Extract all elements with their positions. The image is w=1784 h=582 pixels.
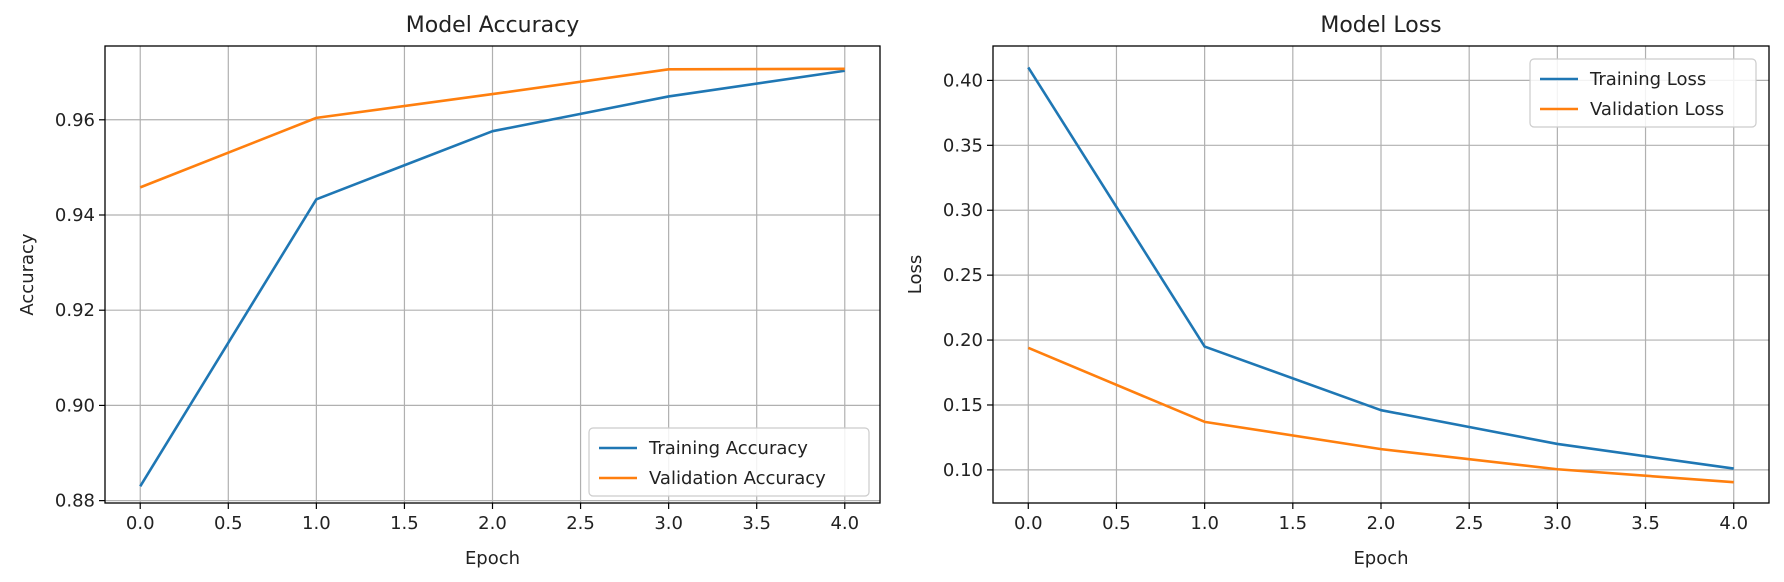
x-tick-label: 4.0 bbox=[830, 513, 859, 534]
legend-box bbox=[588, 427, 870, 497]
y-tick-label: 0.92 bbox=[55, 300, 95, 321]
y-tick-label: 0.96 bbox=[55, 110, 95, 131]
x-tick-label: 2.0 bbox=[478, 513, 507, 534]
x-tick-label: 3.0 bbox=[1543, 513, 1572, 534]
legend: Training Accuracy Validation Accuracy bbox=[588, 427, 870, 497]
x-tick-label: 3.0 bbox=[654, 513, 683, 534]
legend: Training Loss Validation Loss bbox=[1529, 58, 1757, 128]
x-tick-label: 0.0 bbox=[126, 513, 155, 534]
accuracy-chart: 0.0 0.5 1.0 1.5 2.0 2.5 3.0 3.5 4.0 0.88 0.90 0.92 0… bbox=[17, 13, 881, 569]
chart-title: Model Loss bbox=[1320, 13, 1441, 38]
y-axis-label: Accuracy bbox=[17, 233, 38, 316]
y-axis-label: Loss bbox=[905, 255, 926, 294]
y-tick-label: 0.35 bbox=[943, 135, 983, 156]
series-line-0 bbox=[1027, 66, 1734, 470]
y-tick-label: 0.10 bbox=[943, 460, 983, 481]
series-line-0 bbox=[139, 69, 845, 488]
x-tick-label: 4.0 bbox=[1719, 513, 1748, 534]
series-line-1 bbox=[139, 67, 845, 189]
x-tick-label: 3.5 bbox=[742, 513, 771, 534]
loss-chart: 0.0 0.5 1.0 1.5 2.0 2.5 3.0 3.5 4.0 0.10 0.15 0.20 0… bbox=[905, 13, 1770, 569]
legend-label-0: Training Accuracy bbox=[648, 438, 808, 459]
x-tick-label: 2.5 bbox=[1455, 513, 1484, 534]
y-tick-label: 0.20 bbox=[943, 330, 983, 351]
legend-label-1: Validation Loss bbox=[1590, 99, 1724, 120]
y-tick-label: 0.30 bbox=[943, 200, 983, 221]
x-axis-label: Epoch bbox=[465, 548, 520, 569]
legend-label-0: Training Loss bbox=[1589, 69, 1706, 90]
x-tick-label: 2.0 bbox=[1367, 513, 1396, 534]
y-tick-label: 0.88 bbox=[55, 491, 95, 512]
chart-title: Model Accuracy bbox=[406, 13, 580, 38]
x-tick-label: 0.5 bbox=[1102, 513, 1131, 534]
x-tick-label: 2.5 bbox=[566, 513, 595, 534]
x-tick-label: 1.5 bbox=[1278, 513, 1307, 534]
x-tick-label: 1.5 bbox=[390, 513, 419, 534]
y-tick-label: 0.15 bbox=[943, 395, 983, 416]
x-tick-label: 0.0 bbox=[1014, 513, 1043, 534]
x-tick-label: 0.5 bbox=[214, 513, 243, 534]
legend-label-1: Validation Accuracy bbox=[649, 468, 826, 489]
legend-box bbox=[1529, 58, 1757, 128]
y-tick-label: 0.90 bbox=[55, 395, 95, 416]
x-tick-label: 3.5 bbox=[1631, 513, 1660, 534]
x-axis-label: Epoch bbox=[1353, 548, 1408, 569]
series-line-1 bbox=[1027, 346, 1734, 484]
y-tick-label: 0.94 bbox=[55, 205, 95, 226]
y-tick-label: 0.25 bbox=[943, 265, 983, 286]
x-tick-label: 1.0 bbox=[1190, 513, 1219, 534]
x-tick-label: 1.0 bbox=[302, 513, 331, 534]
y-tick-label: 0.40 bbox=[943, 70, 983, 91]
